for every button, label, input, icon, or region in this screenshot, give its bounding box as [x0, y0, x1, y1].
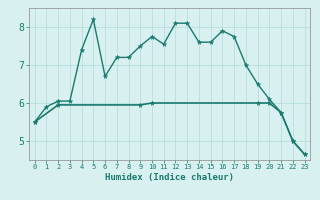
X-axis label: Humidex (Indice chaleur): Humidex (Indice chaleur): [105, 173, 234, 182]
